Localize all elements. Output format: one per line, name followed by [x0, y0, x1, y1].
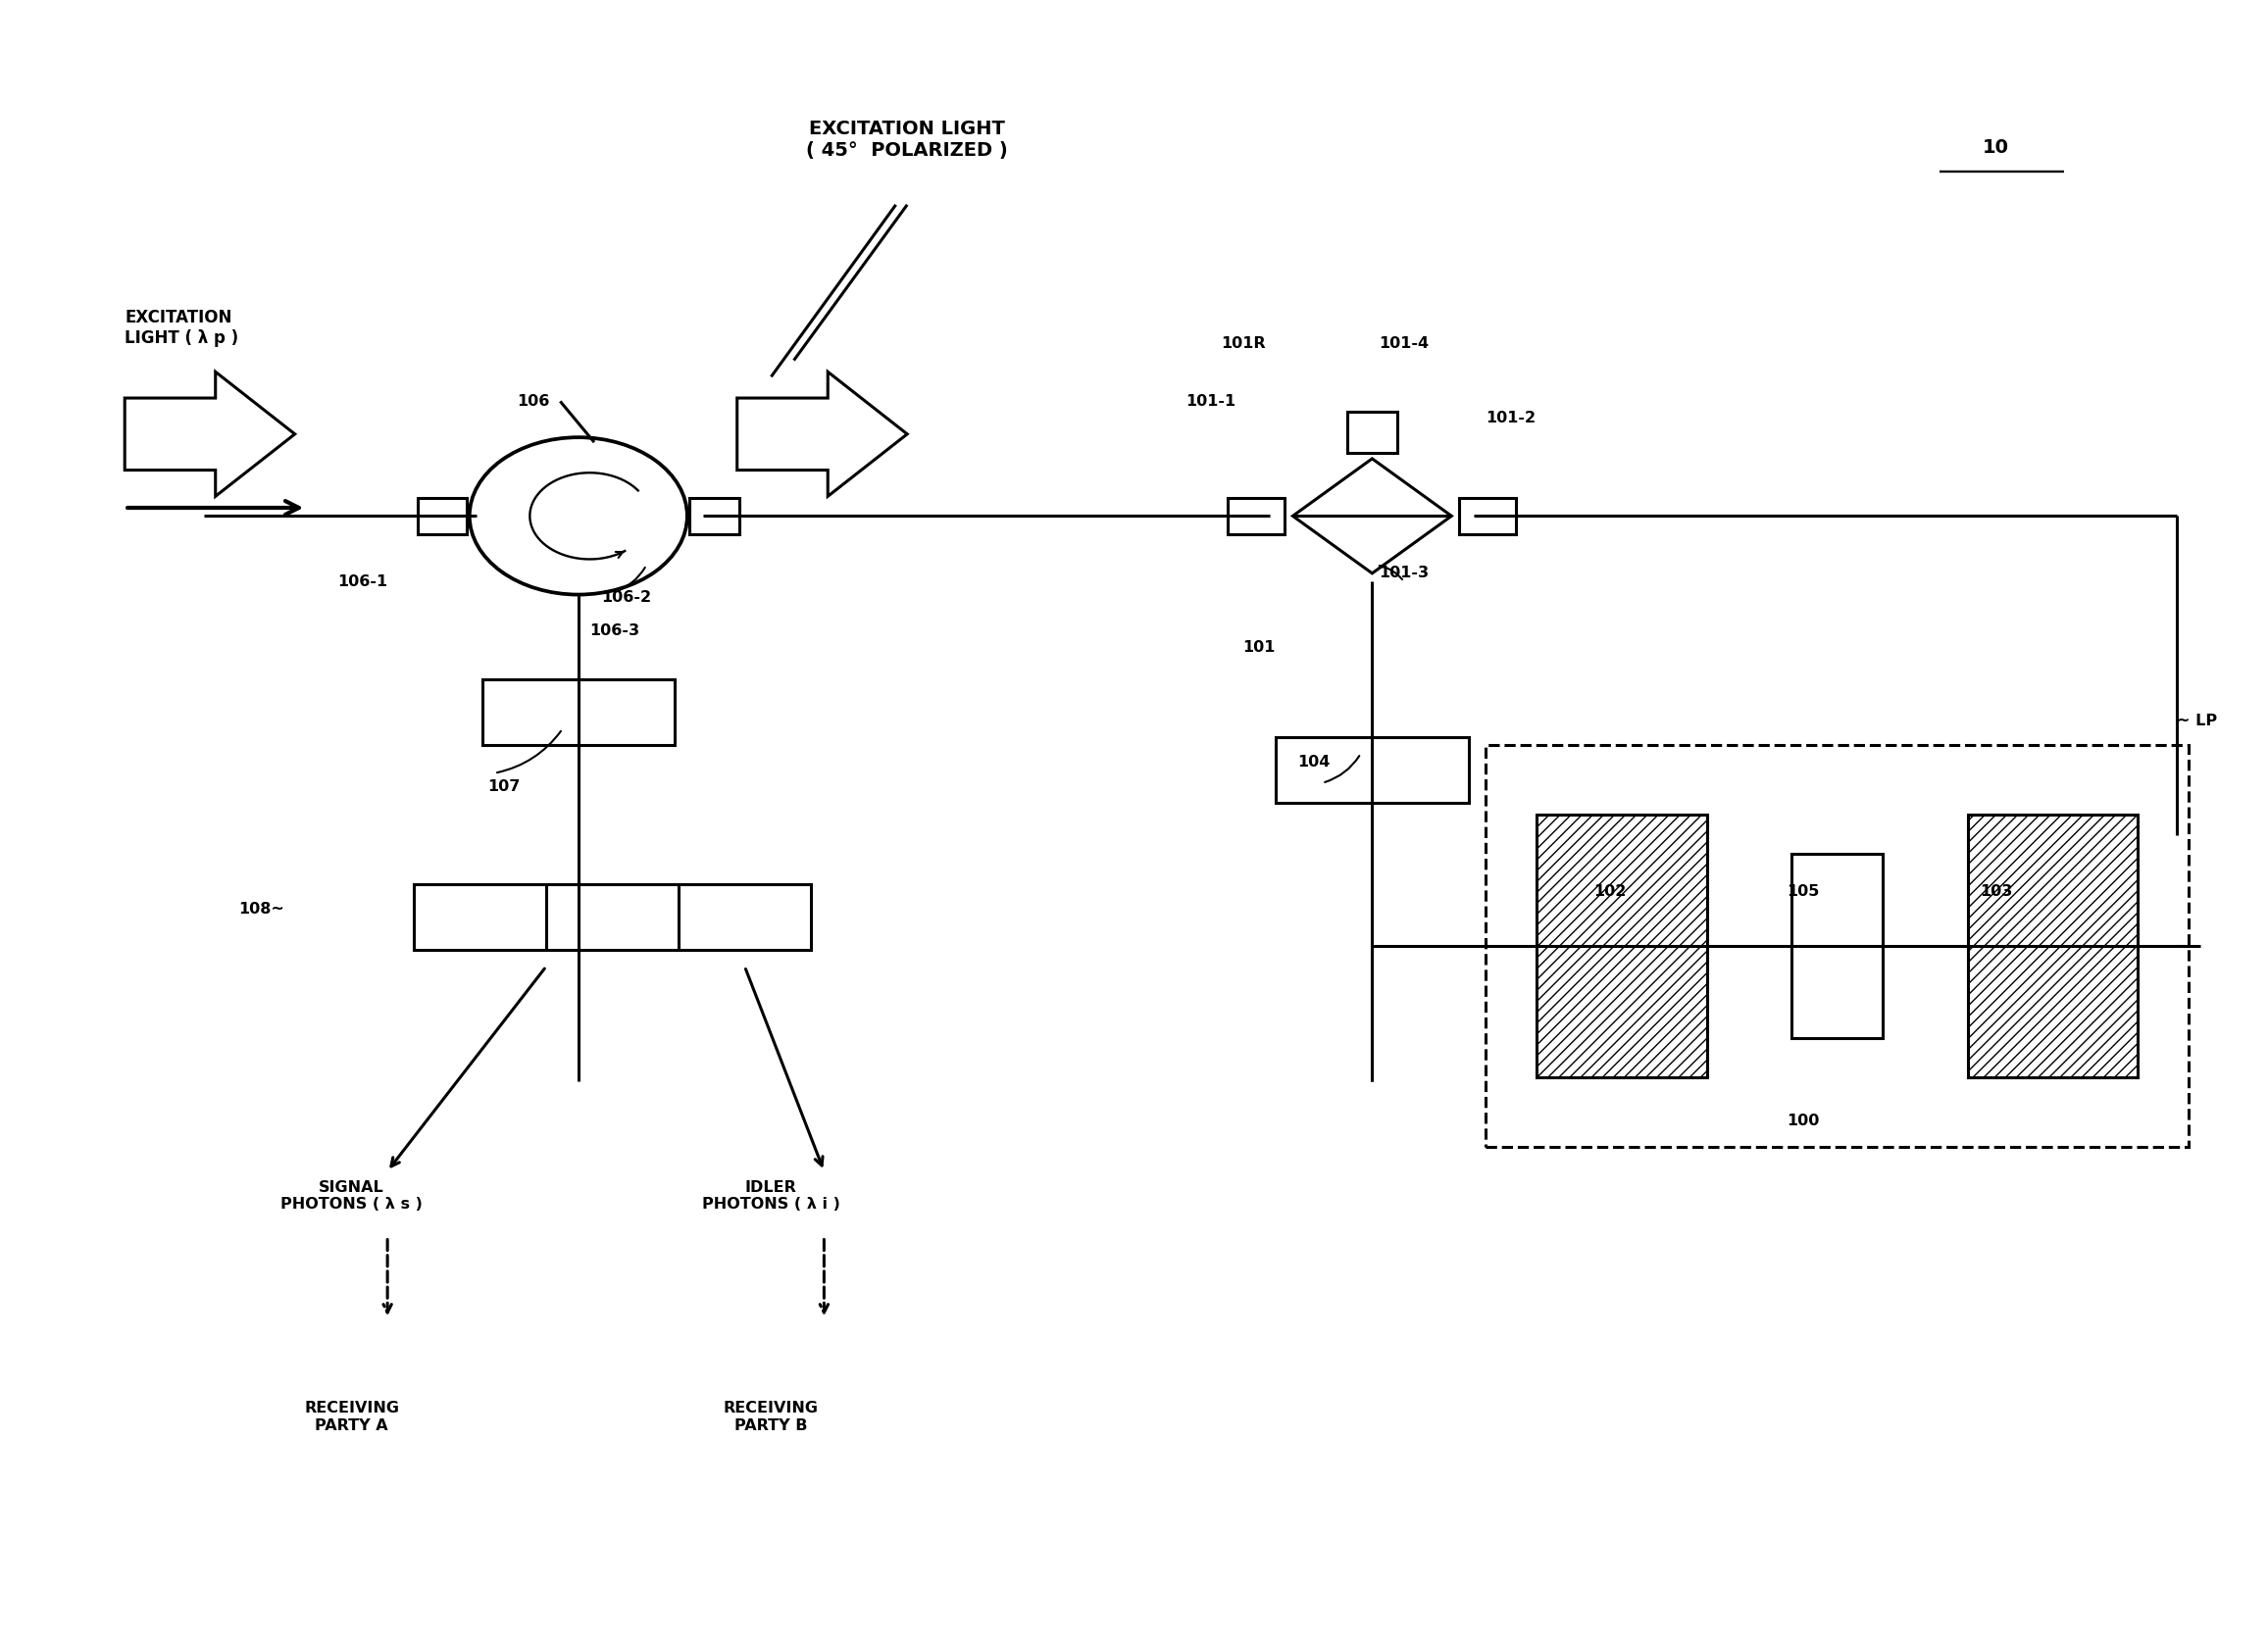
FancyBboxPatch shape: [1486, 745, 2189, 1147]
FancyBboxPatch shape: [1275, 737, 1467, 803]
FancyBboxPatch shape: [481, 680, 674, 745]
Text: 101-4: 101-4: [1379, 337, 1429, 351]
Text: RECEIVING
PARTY A: RECEIVING PARTY A: [304, 1400, 399, 1433]
Text: 106-2: 106-2: [601, 591, 651, 604]
FancyBboxPatch shape: [1535, 816, 1706, 1078]
FancyBboxPatch shape: [417, 498, 467, 534]
Text: 104: 104: [1297, 755, 1329, 768]
FancyBboxPatch shape: [1792, 855, 1882, 1038]
FancyBboxPatch shape: [1347, 411, 1397, 452]
Text: 103: 103: [1980, 885, 2012, 899]
Text: SIGNAL
PHOTONS ( λ s ): SIGNAL PHOTONS ( λ s ): [281, 1179, 422, 1212]
FancyBboxPatch shape: [689, 498, 739, 534]
Polygon shape: [1293, 459, 1452, 573]
Text: 107: 107: [488, 780, 519, 793]
Text: EXCITATION
LIGHT ( λ p ): EXCITATION LIGHT ( λ p ): [125, 308, 238, 347]
Text: 105: 105: [1787, 885, 1819, 899]
Text: 108~: 108~: [238, 903, 284, 916]
Polygon shape: [125, 372, 295, 496]
Text: 106-1: 106-1: [338, 575, 388, 588]
FancyBboxPatch shape: [1966, 816, 2136, 1078]
Text: 102: 102: [1594, 885, 1626, 899]
Text: 101-1: 101-1: [1186, 395, 1236, 408]
Text: 101: 101: [1243, 640, 1275, 654]
Polygon shape: [737, 372, 907, 496]
Text: IDLER
PHOTONS ( λ i ): IDLER PHOTONS ( λ i ): [703, 1179, 839, 1212]
FancyBboxPatch shape: [1458, 498, 1515, 534]
Text: RECEIVING
PARTY B: RECEIVING PARTY B: [723, 1400, 819, 1433]
Text: EXCITATION LIGHT
( 45°  POLARIZED ): EXCITATION LIGHT ( 45° POLARIZED ): [807, 120, 1007, 159]
FancyBboxPatch shape: [413, 885, 810, 950]
Text: 101-2: 101-2: [1486, 411, 1535, 424]
Text: 100: 100: [1787, 1114, 1819, 1129]
Text: 101R: 101R: [1220, 337, 1266, 351]
Text: 106-3: 106-3: [590, 624, 640, 637]
Text: 106: 106: [517, 395, 549, 408]
Text: 101-3: 101-3: [1379, 567, 1429, 580]
Text: ~ LP: ~ LP: [2177, 714, 2218, 727]
Text: 10: 10: [1982, 138, 2009, 157]
FancyBboxPatch shape: [1227, 498, 1284, 534]
